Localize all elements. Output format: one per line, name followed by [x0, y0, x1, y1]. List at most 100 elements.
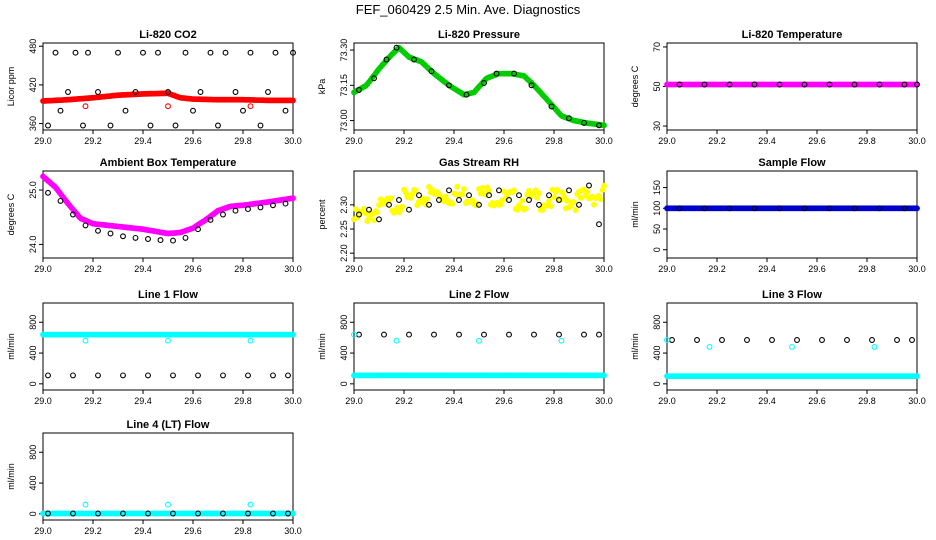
data-point [548, 103, 555, 110]
data-point [476, 201, 482, 208]
panel-title: Ambient Box Temperature [100, 157, 237, 169]
data-point [676, 205, 683, 212]
data-point [257, 122, 264, 129]
x-tick-label: 29.4 [134, 526, 152, 536]
data-point [436, 197, 442, 203]
data-point [454, 183, 461, 190]
data-point [190, 107, 196, 114]
series-line3-2 [664, 337, 878, 350]
data-point [45, 372, 51, 379]
y-tick-label: 30 [652, 121, 662, 131]
x-tick-label: 29.0 [658, 136, 676, 146]
y-tick-label: 50 [652, 81, 662, 91]
data-point [596, 221, 602, 228]
data-point [245, 510, 251, 517]
data-point [556, 197, 562, 203]
plot-frame [42, 432, 294, 521]
plot-frame [666, 170, 918, 259]
data-point [132, 89, 139, 95]
data-point [456, 197, 462, 203]
x-tick-label: 29.0 [34, 526, 52, 536]
data-point [82, 222, 89, 229]
data-point [52, 49, 59, 56]
x-tick-label: 29.0 [345, 136, 363, 146]
data-point [122, 107, 129, 114]
plot-frame [42, 302, 294, 391]
data-point [351, 331, 357, 338]
x-tick-label: 30.0 [908, 136, 926, 146]
data-point [220, 372, 226, 379]
x-tick-label: 30.0 [908, 396, 926, 406]
data-point [801, 81, 808, 88]
data-point [844, 337, 850, 343]
panel-sample_flow: Sample Flow 29.0 29.2 29.4 29.6 29.8 30.0 0 50 10… [630, 157, 926, 274]
data-point [387, 195, 394, 202]
panel-line1: Line 1 Flow 29.0 29.2 29.4 29.6 29.8 30.0 0 400 8… [6, 289, 302, 406]
data-point [726, 81, 733, 88]
data-point [446, 82, 452, 89]
data-point [220, 211, 226, 218]
y-axis-label: ml/min [6, 463, 16, 490]
x-tick-label: 29.4 [758, 136, 776, 146]
data-point [247, 103, 254, 110]
series-sample_flow-0 [664, 205, 920, 212]
data-point [65, 89, 71, 95]
data-point [374, 209, 381, 216]
data-point [463, 91, 470, 98]
y-tick-label: 73.00 [339, 109, 349, 132]
data-point [914, 205, 920, 212]
data-point [366, 206, 372, 213]
data-point [120, 510, 126, 517]
data-point [561, 193, 567, 200]
series-line2-1 [356, 331, 602, 338]
y-axis-label: ml/min [630, 201, 640, 228]
series-line2-2 [351, 331, 565, 344]
data-point [290, 331, 296, 338]
data-point [393, 337, 400, 344]
data-point [751, 205, 758, 212]
data-point [115, 49, 121, 56]
data-point [247, 337, 254, 344]
x-tick-label: 29.4 [445, 264, 463, 274]
panel-title: Gas Stream RH [439, 157, 519, 169]
data-point [70, 211, 76, 218]
x-tick-label: 29.8 [545, 396, 563, 406]
data-point [95, 510, 101, 517]
y-tick-label: 0 [652, 381, 662, 386]
data-point [120, 372, 126, 379]
data-point [232, 89, 239, 95]
x-tick-label: 29.8 [545, 136, 563, 146]
data-point [386, 201, 392, 208]
data-point [601, 122, 607, 129]
data-point [155, 49, 161, 56]
data-point [776, 81, 783, 88]
series-line3-0 [664, 373, 920, 379]
y-axis-label: percent [317, 199, 327, 230]
data-point [826, 205, 833, 212]
data-point [547, 203, 554, 210]
y-tick-label: 400 [28, 346, 38, 361]
data-point [572, 207, 579, 214]
series-line1-0 [40, 331, 296, 338]
data-point [170, 510, 176, 517]
data-point [383, 56, 390, 63]
data-point [45, 510, 51, 517]
x-tick-label: 29.2 [708, 136, 726, 146]
data-point [481, 331, 487, 338]
data-point [195, 372, 201, 379]
y-axis-label: ml/min [6, 333, 16, 360]
data-point [195, 226, 201, 233]
y-tick-label: 800 [339, 315, 349, 330]
data-point [207, 216, 214, 223]
x-tick-label: 29.8 [234, 264, 252, 274]
x-tick-label: 29.8 [234, 136, 252, 146]
x-tick-label: 29.6 [808, 396, 826, 406]
data-point [554, 186, 561, 193]
data-point [851, 205, 858, 212]
data-point [170, 372, 176, 379]
x-tick-label: 29.4 [134, 264, 152, 274]
data-point [72, 49, 79, 56]
data-point [596, 122, 602, 129]
data-point [265, 89, 271, 95]
series-ambient_box-1 [45, 189, 289, 244]
